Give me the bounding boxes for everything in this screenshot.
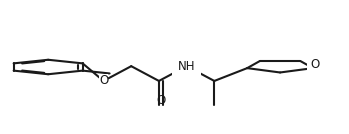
Text: O: O (99, 75, 108, 88)
Text: O: O (310, 58, 319, 71)
Text: O: O (156, 94, 166, 107)
Text: NH: NH (178, 60, 195, 73)
